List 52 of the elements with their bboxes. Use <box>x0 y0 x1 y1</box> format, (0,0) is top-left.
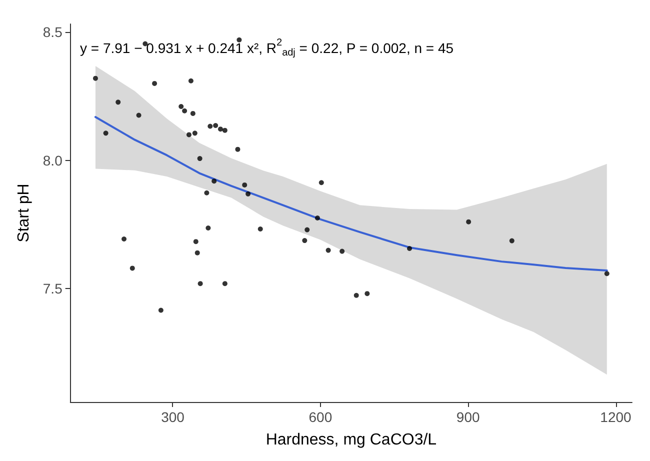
point <box>204 190 210 196</box>
point <box>407 246 412 251</box>
point <box>222 128 228 133</box>
point <box>236 37 242 42</box>
point <box>208 124 213 129</box>
point <box>304 227 310 232</box>
y-tick-label: 7.5 <box>42 280 63 296</box>
point <box>340 248 345 254</box>
point <box>326 248 331 253</box>
point <box>193 239 198 244</box>
point <box>152 80 158 86</box>
point <box>116 100 121 105</box>
point <box>206 225 211 230</box>
x-tick-label: 300 <box>161 409 185 425</box>
point <box>192 130 198 136</box>
x-axis-title: Hardness, mg CaCO3/L <box>266 432 437 448</box>
point <box>354 292 359 298</box>
point <box>197 156 202 162</box>
point <box>242 182 248 188</box>
point <box>130 266 135 271</box>
point <box>182 108 188 114</box>
point <box>364 291 370 296</box>
point <box>318 180 324 186</box>
point <box>103 130 108 136</box>
point <box>212 178 217 184</box>
point <box>302 238 308 244</box>
x-tick-label: 900 <box>456 409 480 425</box>
point <box>604 271 610 276</box>
point <box>158 308 164 313</box>
x-tick-label: 1200 <box>600 409 632 425</box>
y-tick-label: 8.0 <box>42 152 63 168</box>
x-tick-label: 600 <box>308 409 332 425</box>
point <box>235 146 240 152</box>
point <box>122 236 127 242</box>
point <box>136 112 142 118</box>
point <box>186 132 192 138</box>
point <box>258 226 263 232</box>
point <box>218 126 223 132</box>
point <box>190 110 196 116</box>
point <box>194 250 200 256</box>
point <box>198 281 203 286</box>
point <box>509 238 514 244</box>
point <box>92 76 98 81</box>
y-axis-title: Start pH <box>16 184 32 242</box>
point <box>222 281 228 286</box>
point <box>213 122 218 128</box>
point <box>314 216 320 220</box>
point <box>466 219 472 224</box>
point <box>178 104 184 110</box>
y-tick-label: 8.5 <box>42 24 63 40</box>
point <box>246 191 251 196</box>
point <box>188 78 194 84</box>
